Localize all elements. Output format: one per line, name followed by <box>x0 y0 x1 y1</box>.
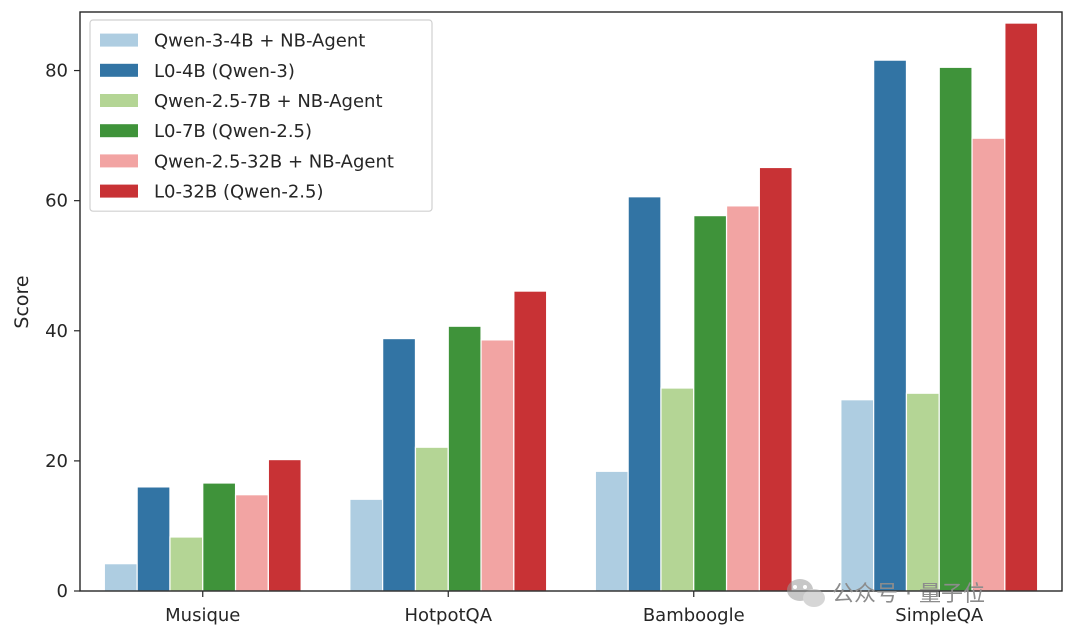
legend-swatch-1 <box>100 33 138 47</box>
legend-swatch-5 <box>100 154 138 168</box>
legend-swatch-6 <box>100 184 138 198</box>
legend-swatch-2 <box>100 63 138 77</box>
legend-box <box>89 19 433 212</box>
bar-simpleqa-series-1 <box>840 399 875 592</box>
legend-label-6: L0-32B (Qwen-2.5) <box>154 182 324 203</box>
watermark: 公众号 · 量子位 <box>787 579 985 607</box>
bar-musique-series-5 <box>234 494 269 592</box>
bar-musique-series-2 <box>136 486 171 592</box>
bar-bamboogle-series-2 <box>627 196 662 592</box>
y-tick-label: 20 <box>45 451 68 472</box>
bars-group <box>103 22 1039 592</box>
x-tick-label-bamboogle: Bamboogle <box>643 605 745 626</box>
y-axis: 0 20 40 60 80 <box>45 61 80 602</box>
legend-label-5: Qwen-2.5-32B + NB-Agent <box>154 151 394 172</box>
bar-hotpotqa-series-6 <box>513 290 548 592</box>
bar-musique-series-1 <box>103 563 138 592</box>
y-tick-label: 0 <box>57 581 68 602</box>
y-tick-label: 60 <box>45 191 68 212</box>
bar-simpleqa-series-6 <box>1004 22 1039 592</box>
bar-bamboogle-series-3 <box>660 387 695 592</box>
bar-musique-series-3 <box>169 536 204 592</box>
wechat-icon <box>787 579 825 607</box>
bar-bamboogle-series-1 <box>594 470 629 592</box>
x-axis: Musique HotpotQA Bamboogle SimpleQA <box>165 591 984 626</box>
legend-swatch-3 <box>100 94 138 107</box>
y-tick-label: 80 <box>45 61 68 82</box>
bar-hotpotqa-series-1 <box>349 498 384 592</box>
watermark-text: 公众号 · 量子位 <box>832 582 985 607</box>
plot-frame <box>79 11 1063 592</box>
bar-simpleqa-series-4 <box>938 66 973 592</box>
bar-hotpotqa-series-2 <box>382 337 417 592</box>
x-tick-label-simpleqa: SimpleQA <box>895 605 984 626</box>
legend-label-4: L0-7B (Qwen-2.5) <box>154 121 312 142</box>
y-tick-label: 40 <box>45 321 68 342</box>
bar-musique-series-6 <box>267 458 302 592</box>
bar-bamboogle-series-4 <box>693 215 728 592</box>
bar-simpleqa-series-3 <box>905 392 940 592</box>
bar-musique-series-4 <box>202 482 237 592</box>
bar-simpleqa-series-5 <box>971 137 1006 592</box>
bar-simpleqa-series-2 <box>873 59 908 592</box>
bar-hotpotqa-series-4 <box>447 325 482 592</box>
y-axis-title: Score <box>11 275 33 328</box>
bar-hotpotqa-series-3 <box>414 446 449 592</box>
legend-label-1: Qwen-3-4B + NB-Agent <box>154 31 365 52</box>
legend-label-2: L0-4B (Qwen-3) <box>154 61 295 82</box>
bar-bamboogle-series-6 <box>758 166 793 592</box>
legend-label-3: Qwen-2.5-7B + NB-Agent <box>154 91 383 112</box>
x-tick-label-hotpotqa: HotpotQA <box>404 605 492 626</box>
bar-bamboogle-series-5 <box>725 205 760 592</box>
legend: Qwen-3-4B + NB-Agent L0-4B (Qwen-3) Qwen-2… <box>89 19 433 212</box>
legend-swatch-4 <box>100 124 138 138</box>
x-tick-label-musique: Musique <box>165 605 240 626</box>
bar-hotpotqa-series-5 <box>480 339 515 592</box>
